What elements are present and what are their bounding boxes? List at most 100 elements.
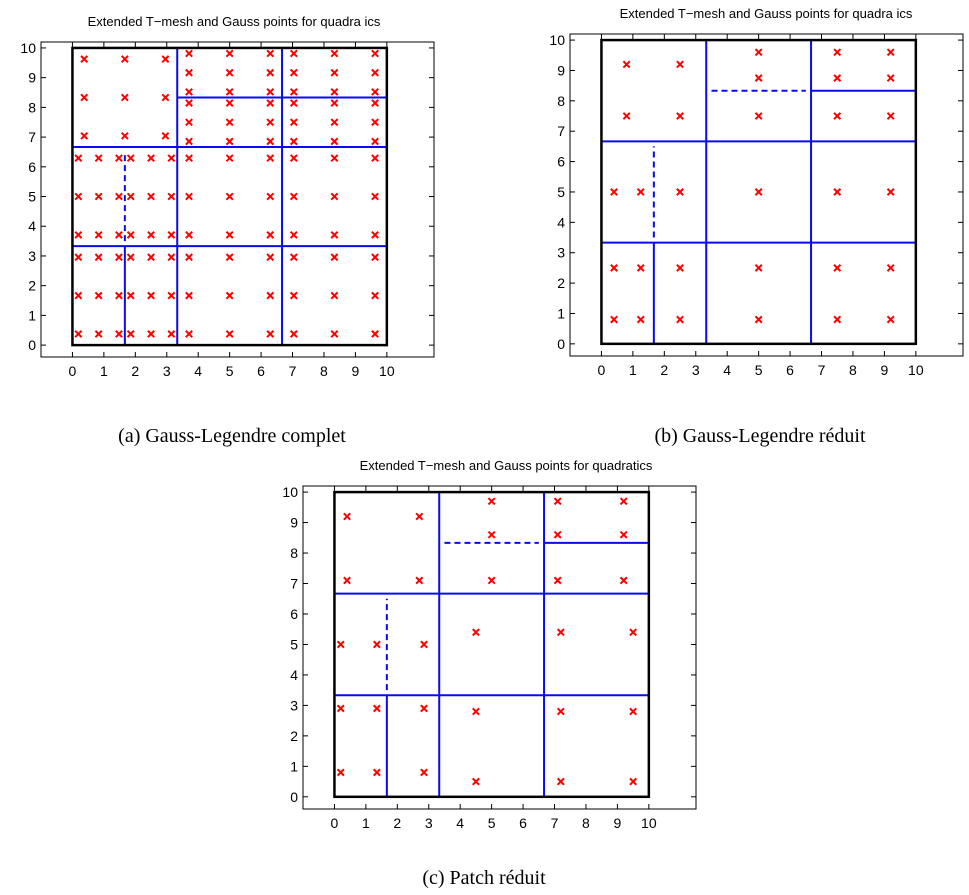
gauss-point-a-1-9: [225, 87, 234, 96]
x-tick-label-a-7: 7: [289, 363, 297, 379]
y-tick-label-a-6: 6: [28, 159, 36, 175]
plot-layer-a: 0 1 2 3 4 5 6 7 8 9 10 0 1 2 3 4 5 6 7 8 9 10: [20, 40, 434, 379]
gauss-point-a-4-2: [266, 231, 275, 239]
y-tick-label-a-1: 1: [28, 307, 36, 323]
gauss-point-a-0-8: [161, 55, 170, 63]
gauss-point-a-3-5: [167, 231, 176, 239]
gauss-point-c-2-4: [556, 707, 565, 716]
gauss-point-a-5-4: [94, 291, 103, 300]
gauss-point-a-2-12: [371, 137, 379, 146]
gauss-point-a-5-8: [115, 253, 123, 262]
gauss-point-a-0-6: [80, 55, 89, 63]
y-tick-label-a-2: 2: [28, 278, 36, 294]
gauss-point-a-2-11: [330, 49, 339, 58]
gauss-point-a-0-4: [120, 93, 129, 102]
gauss-point-c-2-11: [629, 777, 638, 786]
gauss-point-a-5-9: [126, 330, 135, 338]
gauss-point-b-0-8: [886, 48, 895, 57]
gauss-point-a-1-8: [225, 99, 234, 107]
y-tick-label-c-0: 0: [290, 789, 298, 805]
gauss-point-a-6-6: [185, 253, 193, 262]
gauss-point-c-0-9: [553, 530, 562, 539]
gauss-point-a-3-7: [94, 192, 103, 201]
gauss-point-a-6-17: [371, 253, 379, 262]
gauss-point-a-2-15: [371, 87, 379, 96]
gauss-point-c-1-1: [372, 640, 381, 649]
y-tick-label-c-8: 8: [290, 545, 298, 561]
gauss-point-a-2-17: [371, 49, 379, 58]
gauss-point-a-2-10: [330, 68, 339, 77]
gauss-point-a-6-4: [225, 291, 234, 300]
gauss-point-b-1-2: [676, 188, 684, 196]
gauss-point-c-2-10: [556, 777, 565, 786]
gauss-point-a-2-14: [371, 99, 379, 107]
caption-b: (b) Gauss-Legendre réduit: [654, 425, 865, 447]
gauss-point-a-1-16: [266, 68, 275, 77]
gauss-point-a-6-16: [330, 253, 339, 262]
gauss-point-c-0-0: [343, 512, 351, 521]
gauss-point-c-0-10: [619, 530, 628, 539]
gauss-point-a-4-15: [289, 154, 298, 163]
y-tick-label-a-10: 10: [20, 40, 36, 56]
gauss-point-a-3-17: [167, 154, 176, 163]
gauss-point-a-4-5: [266, 192, 275, 201]
gauss-point-a-3-13: [94, 154, 103, 163]
x-tick-label-b-7: 7: [818, 362, 826, 378]
gauss-point-b-2-9: [754, 315, 763, 324]
gauss-point-a-6-13: [330, 291, 339, 300]
gauss-point-c-1-0: [336, 640, 345, 649]
gauss-point-a-2-3: [289, 87, 298, 96]
axes-frame-a: [40, 41, 435, 358]
gauss-point-a-4-6: [185, 154, 193, 163]
gauss-point-c-0-5: [487, 530, 496, 539]
gauss-point-a-5-17: [167, 253, 176, 262]
x-tick-label-b-1: 1: [629, 362, 637, 378]
x-tick-label-a-9: 9: [352, 363, 360, 379]
x-tick-label-b-5: 5: [755, 362, 763, 378]
y-tick-label-a-5: 5: [28, 189, 36, 205]
gauss-point-a-2-16: [371, 68, 379, 77]
y-tick-label-c-9: 9: [290, 515, 298, 531]
gauss-point-a-4-9: [289, 231, 298, 239]
gauss-point-c-2-7: [372, 768, 381, 777]
gauss-point-a-4-17: [371, 154, 379, 163]
gauss-point-a-1-13: [266, 118, 275, 127]
gauss-point-b-0-0: [622, 60, 631, 69]
gauss-point-b-0-4: [754, 48, 763, 57]
gauss-point-c-2-0: [336, 704, 345, 713]
gauss-point-a-4-0: [185, 231, 193, 239]
y-tick-label-b-1: 1: [557, 305, 565, 321]
y-tick-label-b-4: 4: [557, 214, 565, 230]
gauss-point-a-6-10: [330, 330, 339, 338]
gauss-point-a-4-13: [330, 192, 339, 201]
domain-boundary-c: [333, 490, 651, 799]
y-tick-label-b-9: 9: [557, 62, 565, 78]
gauss-point-a-5-15: [126, 253, 135, 262]
gauss-point-b-0-11: [833, 112, 842, 120]
y-tick-label-a-8: 8: [28, 99, 36, 115]
gauss-point-a-6-5: [266, 291, 275, 300]
gauss-point-b-0-5: [754, 74, 763, 82]
gauss-point-a-2-13: [371, 118, 379, 127]
gauss-point-a-5-14: [167, 291, 176, 300]
gauss-point-a-1-17: [266, 49, 275, 58]
gauss-point-c-2-1: [372, 704, 381, 713]
x-tick-label-a-2: 2: [131, 363, 139, 379]
y-tick-label-a-3: 3: [28, 248, 36, 264]
gauss-point-c-2-6: [336, 768, 345, 777]
gauss-point-a-0-1: [120, 131, 129, 140]
caption-c: (c) Patch réduit: [422, 867, 546, 889]
gauss-point-a-1-10: [225, 68, 234, 77]
gauss-point-b-1-5: [886, 188, 895, 196]
x-tick-label-c-3: 3: [425, 815, 433, 831]
gauss-point-a-0-5: [161, 93, 170, 102]
gauss-point-a-6-0: [185, 330, 193, 338]
gauss-point-b-2-1: [636, 263, 645, 272]
gauss-point-a-4-14: [371, 192, 379, 201]
gauss-point-c-2-5: [629, 707, 638, 716]
gauss-point-a-1-12: [266, 137, 275, 146]
gauss-point-a-3-16: [147, 154, 155, 163]
gauss-point-a-1-1: [185, 118, 193, 127]
gauss-point-a-2-6: [330, 137, 339, 146]
gauss-point-a-2-0: [289, 137, 298, 146]
